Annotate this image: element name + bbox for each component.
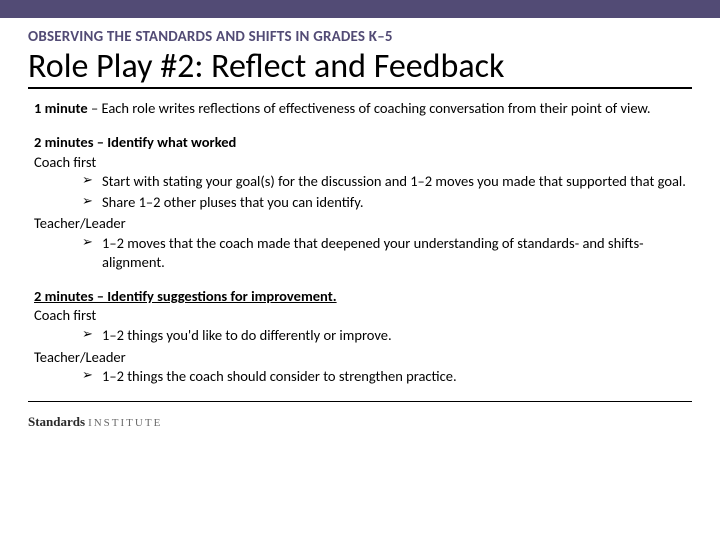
bullet-list: Start with stating your goal(s) for the …	[34, 172, 686, 212]
bullet-item: Start with stating your goal(s) for the …	[82, 172, 686, 192]
role-label: Coach first	[34, 306, 686, 326]
footer-brand: StandardsINSTITUTE	[28, 414, 162, 429]
section-block: 2 minutes – Identify what worked Coach fi…	[34, 133, 686, 273]
footer-brand-light: INSTITUTE	[88, 417, 162, 429]
section-heading-bold: 1 minute	[34, 99, 88, 117]
bullet-item: 1–2 things the coach should consider to …	[82, 367, 686, 387]
section-block: 2 minutes – Identify suggestions for imp…	[34, 287, 686, 387]
accent-top-bar	[0, 0, 720, 18]
section-block: 1 minute – Each role writes reflections …	[34, 99, 686, 119]
role-label: Teacher/Leader	[34, 214, 686, 234]
section-heading: 1 minute – Each role writes reflections …	[34, 99, 686, 119]
slide-title: Role Play #2: Reflect and Feedback	[28, 48, 692, 89]
role-label: Coach first	[34, 153, 686, 173]
slide-content: OBSERVING THE STANDARDS AND SHIFTS IN GR…	[0, 18, 720, 387]
footer: StandardsINSTITUTE	[0, 402, 720, 431]
eyebrow-heading: OBSERVING THE STANDARDS AND SHIFTS IN GR…	[28, 28, 692, 46]
section-heading-bold: 2 minutes – Identify suggestions for imp…	[34, 287, 337, 305]
role-label: Teacher/Leader	[34, 348, 686, 368]
bullet-item: 1–2 things you'd like to do differently …	[82, 326, 686, 346]
slide-body: 1 minute – Each role writes reflections …	[28, 99, 692, 386]
bullet-item: Share 1–2 other pluses that you can iden…	[82, 193, 686, 213]
bullet-list: 1–2 moves that the coach made that deepe…	[34, 234, 686, 273]
section-heading: 2 minutes – Identify what worked	[34, 133, 686, 153]
section-heading-rest: – Each role writes reflections of effect…	[88, 99, 651, 117]
bullet-item: 1–2 moves that the coach made that deepe…	[82, 234, 686, 273]
footer-brand-strong: Standards	[28, 414, 85, 429]
section-heading: 2 minutes – Identify suggestions for imp…	[34, 287, 686, 307]
bullet-list: 1–2 things the coach should consider to …	[34, 367, 686, 387]
bullet-list: 1–2 things you'd like to do differently …	[34, 326, 686, 346]
section-heading-bold: 2 minutes – Identify what worked	[34, 133, 236, 151]
